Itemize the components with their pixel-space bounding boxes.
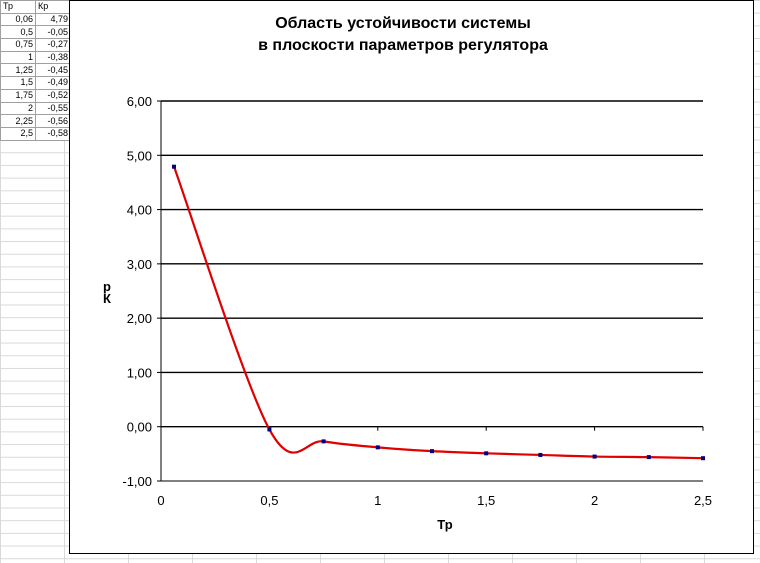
table-cell[interactable]: 1,5 bbox=[0, 76, 36, 90]
y-tick-label: 3,00 bbox=[127, 257, 152, 272]
table-cell[interactable]: -0,55 bbox=[35, 101, 71, 116]
data-point bbox=[701, 456, 705, 461]
y-axis-label-top: р bbox=[103, 279, 111, 294]
table-cell[interactable]: -0,52 bbox=[35, 88, 71, 103]
table-cell[interactable]: 1,75 bbox=[0, 88, 36, 103]
table-cell[interactable]: -0,58 bbox=[35, 126, 71, 141]
axes bbox=[157, 100, 704, 482]
chart-area[interactable]: Область устойчивости системы в плоскости… bbox=[69, 0, 754, 554]
table-cell[interactable]: -0,49 bbox=[35, 76, 71, 90]
data-point bbox=[592, 454, 597, 459]
table-cell[interactable]: -0,56 bbox=[35, 114, 71, 128]
table-header-cell[interactable]: Тр bbox=[0, 0, 36, 14]
y-tick-labels: -1,00 0,00 1,00 2,00 3,00 4,00 5,00 6,00 bbox=[122, 94, 152, 489]
x-tick-label: 0,5 bbox=[260, 493, 278, 508]
table-header-row: Тр Кр bbox=[0, 0, 71, 14]
table-cell[interactable]: 1 bbox=[0, 50, 36, 65]
y-tick-label: 5,00 bbox=[127, 148, 152, 163]
x-axis-label: Тр bbox=[437, 517, 452, 532]
y-tick-label: 2,00 bbox=[127, 311, 152, 326]
table-cell[interactable]: -0,45 bbox=[35, 63, 71, 78]
chart-title-line-1: Область устойчивости системы bbox=[275, 15, 531, 32]
table-cell[interactable]: 1,25 bbox=[0, 63, 36, 78]
data-point bbox=[484, 451, 489, 456]
data-point bbox=[646, 455, 651, 460]
table-row: 2 -0,55 bbox=[0, 101, 71, 116]
y-tick-label: -1,00 bbox=[122, 474, 152, 489]
x-tick-label: 1 bbox=[374, 493, 381, 508]
x-tick-labels: 0 0,5 1 1,5 2 2,5 bbox=[157, 493, 712, 508]
table-row: 2,25 -0,56 bbox=[0, 114, 71, 128]
table-row: 0,5 -0,05 bbox=[0, 25, 71, 40]
data-point bbox=[321, 439, 326, 444]
series-line bbox=[172, 166, 704, 460]
series-markers bbox=[172, 164, 705, 461]
data-table: Тр Кр 0,06 4,79 0,5 -0,05 0,75 -0,27 1 -0,38 1,25-… bbox=[0, 0, 71, 141]
y-tick-label: 6,00 bbox=[127, 94, 152, 109]
data-point bbox=[430, 449, 434, 454]
chart-svg: Область устойчивости системы в плоскости… bbox=[103, 15, 712, 532]
table-cell[interactable]: -0,38 bbox=[35, 50, 71, 65]
table-cell[interactable]: -0,05 bbox=[35, 25, 71, 40]
table-row: 2,5 -0,58 bbox=[0, 126, 71, 141]
y-tick-label: 1,00 bbox=[127, 365, 152, 380]
table-cell[interactable]: -0,27 bbox=[35, 38, 71, 52]
y-tick-label: 0,00 bbox=[127, 420, 152, 435]
y-tick-label: 4,00 bbox=[127, 203, 152, 218]
table-cell[interactable]: 0,75 bbox=[0, 38, 36, 52]
gridlines bbox=[161, 100, 703, 374]
x-tick-label: 1,5 bbox=[477, 493, 495, 508]
table-row: 0,75 -0,27 bbox=[0, 38, 71, 52]
table-row: 0,06 4,79 bbox=[0, 12, 71, 27]
x-tick-label: 0 bbox=[157, 493, 164, 508]
x-tick-label: 2,5 bbox=[694, 493, 712, 508]
table-row: 1,25 -0,45 bbox=[0, 63, 71, 78]
data-point bbox=[538, 452, 543, 457]
x-tick-label: 2 bbox=[591, 493, 598, 508]
y-axis-label-bottom: К bbox=[103, 291, 111, 306]
table-header-cell[interactable]: Кр bbox=[35, 0, 71, 14]
table-cell[interactable]: 0,5 bbox=[0, 25, 36, 40]
table-cell[interactable]: 2,25 bbox=[0, 114, 36, 128]
table-cell[interactable]: 4,79 bbox=[35, 12, 71, 27]
table-row: 1,75 -0,52 bbox=[0, 88, 71, 103]
chart-title-line-2: в плоскости параметров регулятора bbox=[258, 37, 548, 54]
table-cell[interactable]: 0,06 bbox=[0, 12, 36, 27]
table-row: 1 -0,38 bbox=[0, 50, 71, 65]
table-row: 1,5 -0,49 bbox=[0, 76, 71, 90]
table-cell[interactable]: 2,5 bbox=[0, 126, 36, 141]
data-point bbox=[267, 427, 272, 432]
data-point bbox=[172, 164, 177, 169]
data-point bbox=[375, 445, 380, 450]
table-cell[interactable]: 2 bbox=[0, 101, 36, 116]
